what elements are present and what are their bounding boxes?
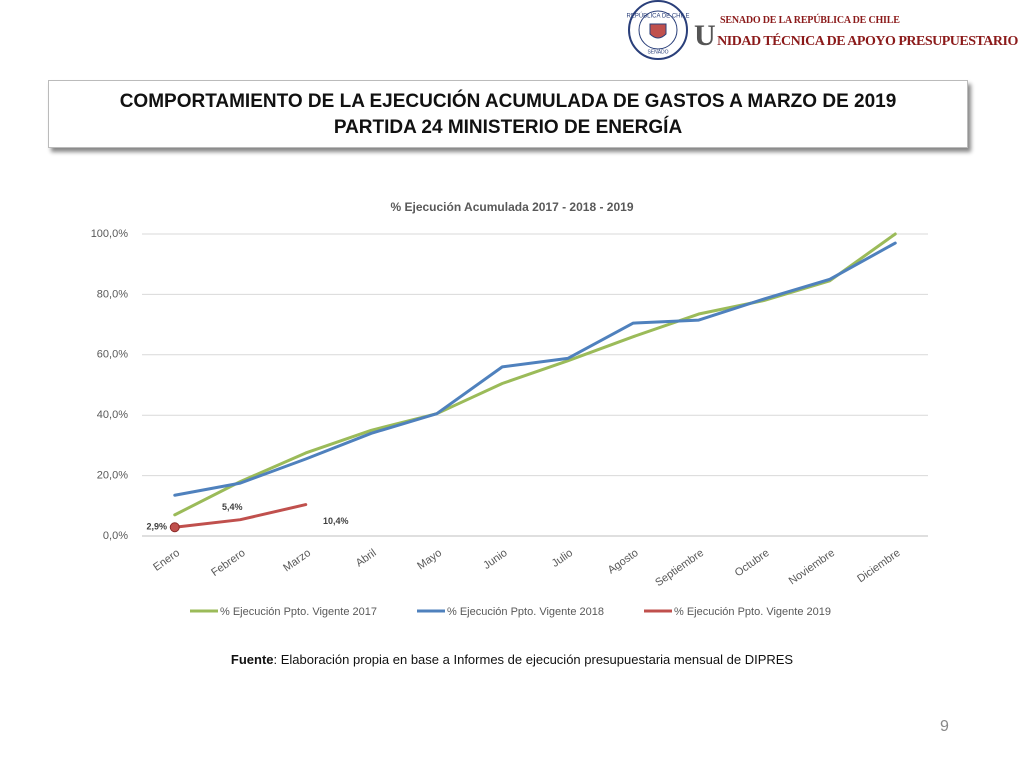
chart-title: % Ejecución Acumulada 2017 - 2018 - 2019	[390, 200, 633, 214]
x-tick-label: Agosto	[606, 547, 641, 576]
source-label: Fuente	[230, 652, 274, 667]
x-tick-label: Octubre	[733, 547, 772, 579]
legend-label: % Ejecución Ppto. Vigente 2019	[674, 606, 831, 618]
legend-label: % Ejecución Ppto. Vigente 2018	[447, 606, 604, 618]
series-line	[173, 241, 897, 497]
title-box: COMPORTAMIENTO DE LA EJECUCIÓN ACUMULADA…	[48, 80, 968, 148]
y-tick-label: 100,0%	[91, 228, 129, 240]
title-line: PARTIDA 24 MINISTERIO DE ENERGÍA	[333, 117, 683, 138]
seal-shield	[649, 23, 667, 39]
x-tick-label: Mayo	[415, 547, 444, 572]
legend-label: % Ejecución Ppto. Vigente 2017	[220, 606, 377, 618]
x-tick-label: Septiembre	[653, 547, 706, 589]
x-tick-label: Junio	[481, 547, 509, 572]
y-tick-label: 40,0%	[97, 409, 128, 421]
y-tick-label: 20,0%	[97, 470, 128, 482]
seal-top: REPÚBLICA DE CHILE	[626, 13, 689, 20]
x-tick-label: Marzo	[281, 547, 313, 574]
series-line	[173, 232, 897, 517]
x-tick-label: Febrero	[209, 547, 247, 579]
data-label: 2,9%	[146, 522, 167, 532]
x-tick-label: Noviembre	[787, 547, 837, 587]
seal-inner	[638, 10, 678, 50]
series-line	[173, 503, 308, 529]
source: Fuente: Elaboración propia en base a Inf…	[0, 652, 1024, 667]
logo-unit: UNIDAD TÉCNICA DE APOYO PRESUPUESTARIO	[694, 19, 1018, 52]
x-tick-label: Diciembre	[855, 547, 902, 585]
y-tick-label: 80,0%	[97, 288, 128, 300]
seal: REPÚBLICA DE CHILE SENADO	[626, 0, 690, 60]
data-label: 10,4%	[323, 516, 349, 526]
logo-org: SENADO DE LA REPÚBLICA DE CHILE	[720, 15, 900, 26]
seal-bottom: SENADO	[647, 49, 668, 55]
x-tick-label: Enero	[151, 547, 182, 574]
x-tick-label: Abril	[354, 547, 379, 569]
x-tick-label: Julio	[550, 547, 575, 570]
page-number: 9	[940, 718, 949, 735]
source-text: : Elaboración propia en base a Informes …	[273, 652, 794, 667]
title-line: COMPORTAMIENTO DE LA EJECUCIÓN ACUMULADA…	[119, 91, 897, 112]
point-marker	[169, 522, 180, 533]
y-tick-label: 60,0%	[97, 349, 128, 361]
data-label: 5,4%	[222, 502, 243, 512]
y-tick-label: 0,0%	[103, 530, 128, 542]
